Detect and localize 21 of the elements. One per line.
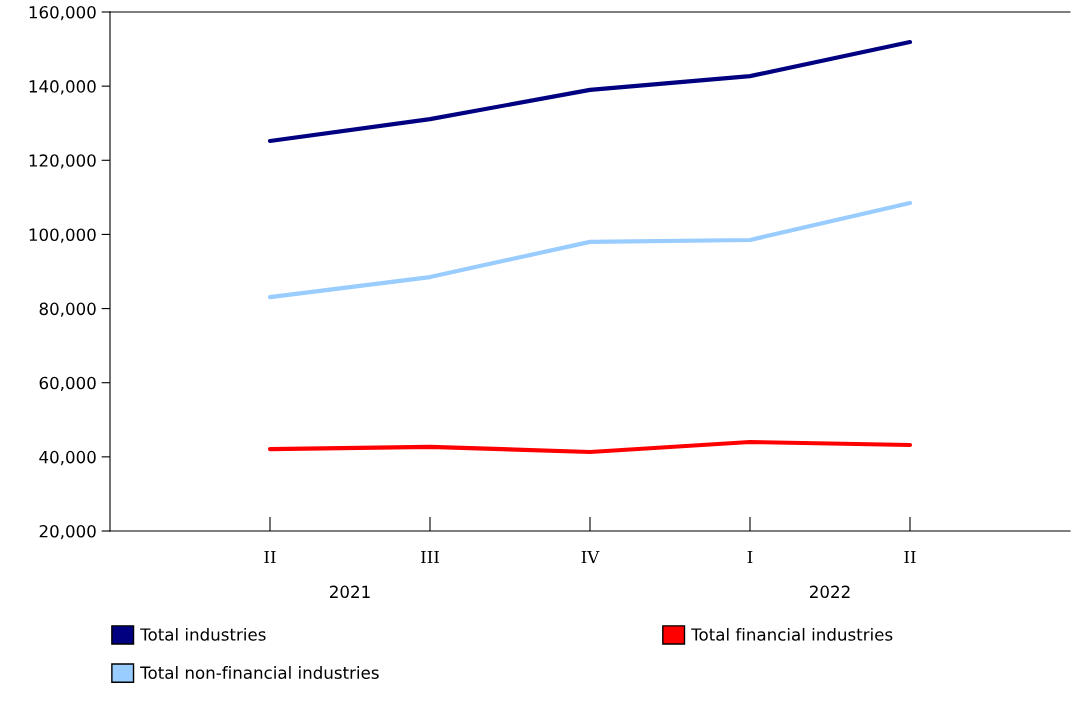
legend-label: Total non-financial industries	[140, 666, 379, 679]
y-tick-label: 120,000	[29, 154, 96, 169]
y-tick-label: 140,000	[29, 80, 96, 95]
x-tick-label: IV	[581, 550, 600, 564]
text: 2022	[810, 585, 850, 599]
y-tick-label: 100,000	[29, 228, 96, 243]
line-series	[267, 439, 913, 455]
x-tick-label: III	[421, 550, 439, 564]
x-tick-label: I	[747, 550, 753, 564]
text: 2021	[330, 585, 370, 599]
legend-label: Total industries	[140, 627, 266, 641]
legend-label: Total financial industries	[691, 627, 893, 641]
y-tick-label: 160,000	[29, 5, 96, 21]
y-tick-label: 40,000	[39, 450, 96, 466]
x-tick-label: II	[264, 550, 276, 564]
y-tick-label: 80,000	[39, 302, 96, 317]
y-tick-label: 20,000	[39, 524, 96, 540]
y-tick-label: 60,000	[39, 376, 96, 391]
line-series	[267, 200, 913, 300]
line-series	[267, 39, 913, 144]
x-tick-label: II	[904, 550, 916, 564]
